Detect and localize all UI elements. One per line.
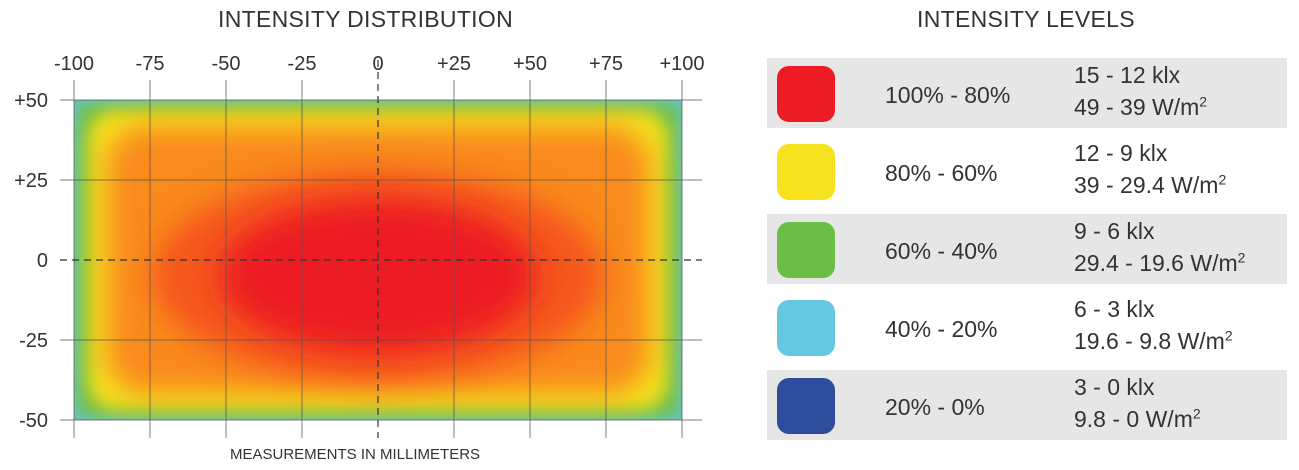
legend-percent-range: 40% - 20% [885,316,998,342]
tick-labels: -100 -75 -50 -25 0 +25 +50 +75 +100 +50 +25 0 -25 -50 [14,53,704,432]
legend-row: 40% - 20% 6 - 3 klx 19.6 - 9.8 W/m2 [767,292,1287,362]
legend-swatch [777,378,835,434]
intensity-legend: 100% - 80% 15 - 12 klx 49 - 39 W/m2 80% … [767,58,1287,448]
legend-irradiance: 39 - 29.4 W/m2 [1074,172,1226,199]
legend-row: 100% - 80% 15 - 12 klx 49 - 39 W/m2 [767,58,1287,128]
y-tick-label: +25 [14,170,48,192]
legend-irradiance-value: 39 - 29.4 W/m [1074,172,1219,198]
intensity-distribution-chart: -100 -75 -50 -25 0 +25 +50 +75 +100 +50 +25 0 -25 -50 [14,53,705,438]
legend-illuminance: 6 - 3 klx [1074,296,1155,322]
legend-percent-range: 60% - 40% [885,238,998,264]
legend-title: INTENSITY LEVELS [917,6,1135,32]
legend-irradiance-exponent: 2 [1224,327,1233,344]
y-tick-label: -25 [19,330,48,352]
legend-irradiance: 19.6 - 9.8 W/m2 [1074,328,1233,355]
x-tick-label: 0 [372,53,383,75]
legend-irradiance-value: 29.4 - 19.6 W/m [1074,250,1238,276]
x-tick-label: +75 [589,53,623,75]
legend-illuminance: 12 - 9 klx [1074,140,1168,166]
x-tick-label: -75 [136,53,165,75]
legend-row: 60% - 40% 9 - 6 klx 29.4 - 19.6 W/m2 [767,214,1287,284]
legend-illuminance: 3 - 0 klx [1074,374,1155,400]
legend-illuminance: 15 - 12 klx [1074,62,1181,88]
legend-irradiance-value: 9.8 - 0 W/m [1074,406,1193,432]
grid [60,60,702,438]
x-tick-label: -100 [54,53,94,75]
legend-irradiance-exponent: 2 [1218,171,1227,188]
legend-illuminance: 9 - 6 klx [1074,218,1155,244]
x-tick-label: +100 [659,53,704,75]
legend-percent-range: 80% - 60% [885,160,998,186]
y-tick-label: -50 [19,410,48,432]
x-tick-label: +50 [513,53,547,75]
legend-irradiance-value: 49 - 39 W/m [1074,94,1200,120]
legend-row: 80% - 60% 12 - 9 klx 39 - 29.4 W/m2 [767,136,1287,206]
legend-swatch [777,144,835,200]
x-tick-label: -25 [288,53,317,75]
legend-swatch [777,222,835,278]
legend-irradiance-exponent: 2 [1192,405,1201,422]
x-tick-label: -50 [212,53,241,75]
legend-row: 20% - 0% 3 - 0 klx 9.8 - 0 W/m2 [767,370,1287,440]
legend-swatch [777,66,835,122]
legend-irradiance: 9.8 - 0 W/m2 [1074,406,1201,433]
legend-percent-range: 100% - 80% [885,82,1011,108]
legend-irradiance-exponent: 2 [1199,93,1208,110]
legend-irradiance-exponent: 2 [1237,249,1246,266]
x-tick-label: +25 [437,53,471,75]
y-tick-label: 0 [37,250,48,272]
legend-irradiance: 49 - 39 W/m2 [1074,94,1207,121]
legend-irradiance: 29.4 - 19.6 W/m2 [1074,250,1245,277]
distribution-title: INTENSITY DISTRIBUTION [218,6,513,32]
x-axis-label: MEASUREMENTS IN MILLIMETERS [230,446,481,463]
y-tick-label: +50 [14,90,48,112]
legend-swatch [777,300,835,356]
legend-percent-range: 20% - 0% [885,394,985,420]
legend-irradiance-value: 19.6 - 9.8 W/m [1074,328,1225,354]
